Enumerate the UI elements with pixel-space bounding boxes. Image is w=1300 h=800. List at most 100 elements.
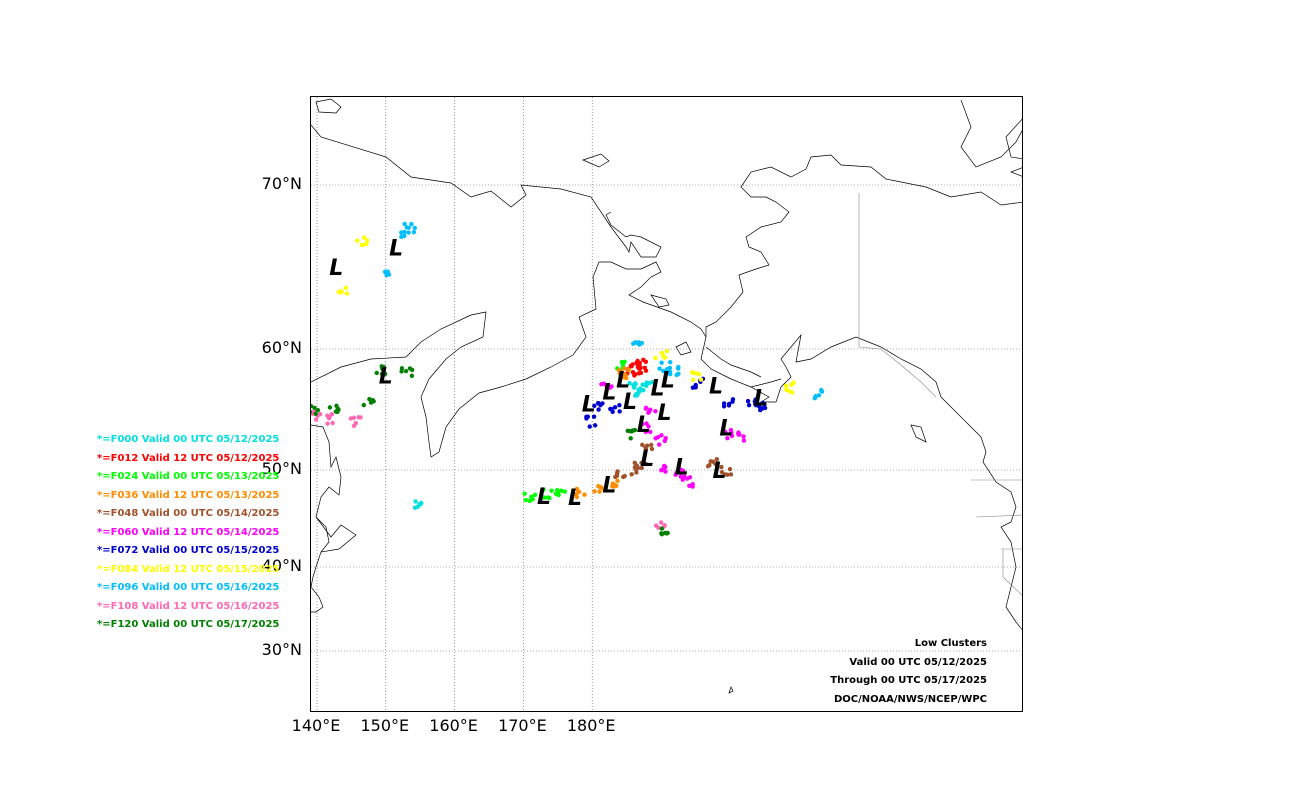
cluster-point [384,272,389,278]
cluster-point [409,373,415,378]
cluster-point [555,488,560,493]
cluster-point [644,380,649,385]
cluster-point [640,442,645,448]
cluster-point [355,238,360,243]
cluster-point [562,489,567,494]
cluster-point [406,230,411,235]
cluster-point [653,409,658,414]
cluster-point [601,487,607,492]
cluster-point [714,457,720,462]
low-center-marker: L [661,368,675,393]
low-center-marker: L [568,486,582,511]
cluster-point [644,429,649,434]
cluster-point [311,410,312,414]
cluster-point [364,238,370,243]
cluster-point [698,377,704,382]
cluster-point [650,379,655,385]
cluster-point [351,423,357,429]
cluster-point [530,496,535,502]
latitude-label: 40°N [261,556,302,575]
cluster-point [659,360,664,365]
low-center-marker: L [623,390,637,415]
cluster-point [762,402,767,407]
cluster-point [399,369,404,374]
cluster-point [646,409,652,415]
cluster-point [622,366,627,371]
cluster-point [635,392,640,398]
cluster-point [649,442,654,448]
cluster-point [415,504,420,509]
cluster-point [641,357,646,363]
cluster-point [348,416,354,421]
info-through: Through 00 UTC 05/17/2025 [830,675,987,686]
cluster-point [635,364,641,370]
cluster-point [628,363,633,369]
cluster-point [663,469,668,474]
cluster-point [713,461,718,467]
cluster-point [620,371,626,376]
longitude-label: 180°E [566,716,616,735]
cluster-point [549,488,554,493]
cluster-point [592,403,597,409]
cluster-point [637,386,643,391]
cluster-point [659,526,664,531]
cluster-point [407,366,413,371]
low-center-marker: L [602,474,616,499]
cluster-point [653,436,658,441]
cluster-point [659,531,664,536]
cluster-point [659,433,664,438]
cluster-point [402,221,407,227]
graticule [311,97,1022,711]
cluster-point [404,225,410,230]
cluster-point [719,470,725,475]
cluster-point [653,355,658,361]
cluster-point [640,382,645,387]
cluster-point [329,412,335,417]
cluster-point [674,470,679,476]
cluster-point [615,478,620,483]
cluster-point [786,388,792,394]
info-valid: Valid 00 UTC 05/12/2025 [849,656,987,668]
cluster-point [343,285,349,290]
cluster-point [662,463,667,469]
cluster-point [741,438,747,443]
cluster-point [636,371,642,376]
low-center-marker: L [637,413,651,438]
cluster-point [660,368,666,374]
latitude-label: 30°N [261,640,302,659]
cluster-point [693,382,698,388]
cluster-point [379,371,385,377]
cluster-point [596,407,601,412]
cluster-point [625,428,630,434]
cluster-point [634,470,639,475]
cluster-point [644,383,649,389]
cluster-point [725,435,730,441]
cluster-point [313,417,319,422]
cluster-point [664,348,670,354]
cluster-point [667,360,673,365]
low-center-marker: L [582,392,596,417]
cluster-point [725,472,730,477]
cluster-point [608,406,613,412]
cluster-point [628,436,633,441]
cluster-point [411,229,417,235]
cluster-point [542,495,547,500]
longitude-label: 140°E [291,716,341,735]
cluster-point [325,413,330,418]
cluster-point [413,499,418,504]
cluster-point [613,474,618,480]
legend-entry: *=F012 Valid 12 UTC 05/12/2025 [97,452,280,464]
low-cluster-points [311,221,825,537]
cluster-point [330,420,335,426]
cluster-point [676,364,681,370]
longitude-label: 170°E [498,716,547,735]
cluster-point [643,446,649,451]
cluster-point [592,489,597,494]
cluster-point [382,371,388,377]
cluster-point [617,409,622,414]
cluster-point [687,483,692,488]
cluster-point [624,375,629,381]
cluster-point [639,465,644,471]
cluster-point [617,402,622,408]
